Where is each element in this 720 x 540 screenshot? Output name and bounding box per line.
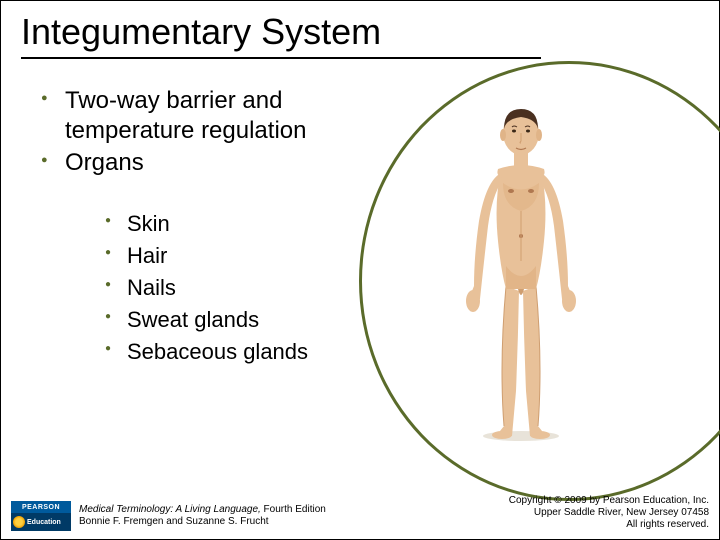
pearson-logo: PEARSON Education [11, 501, 71, 531]
copyright-line1: Copyright © 2009 by Pearson Education, I… [509, 495, 709, 507]
bullet-text: Sebaceous glands [127, 339, 308, 364]
anatomy-figure [446, 91, 596, 441]
bullet-text: Nails [127, 275, 176, 300]
logo-bottom-text: Education [27, 519, 61, 526]
bullet-text: Hair [127, 243, 167, 268]
logo-sun-icon [13, 516, 25, 528]
book-info: Medical Terminology: A Living Language, … [79, 504, 326, 528]
content-area: Two-way barrier and temperature regulati… [41, 86, 411, 369]
copyright-line3: All rights reserved. [509, 519, 709, 531]
bullet-text: Skin [127, 211, 170, 236]
bullet-text: Sweat glands [127, 307, 259, 332]
slide-title: Integumentary System [21, 11, 541, 59]
sub-bullet-1: Skin [105, 208, 411, 240]
logo-brand-top: PEARSON [11, 501, 71, 513]
sub-bullet-3: Nails [105, 272, 411, 304]
copyright-line2: Upper Saddle River, New Jersey 07458 [509, 507, 709, 519]
footer: PEARSON Education Medical Terminology: A… [1, 489, 719, 533]
sub-bullet-4: Sweat glands [105, 304, 411, 336]
sub-bullet-list: Skin Hair Nails Sweat glands Sebaceous g… [105, 208, 411, 367]
book-edition: Fourth Edition [261, 504, 326, 515]
sub-bullet-2: Hair [105, 240, 411, 272]
title-text: Integumentary System [21, 11, 381, 52]
book-title: Medical Terminology: A Living Language, [79, 504, 261, 515]
bullet-text: Organs [65, 149, 144, 176]
main-bullet-2: Organs Skin Hair Nails Sweat glands Seba… [41, 148, 411, 367]
copyright: Copyright © 2009 by Pearson Education, I… [509, 495, 709, 531]
main-bullet-list: Two-way barrier and temperature regulati… [41, 86, 411, 367]
main-bullet-1: Two-way barrier and temperature regulati… [41, 86, 411, 146]
authors: Bonnie F. Fremgen and Suzanne S. Frucht [79, 516, 326, 528]
sub-bullet-5: Sebaceous glands [105, 336, 411, 368]
book-title-line: Medical Terminology: A Living Language, … [79, 504, 326, 516]
footer-left: PEARSON Education Medical Terminology: A… [11, 501, 326, 531]
logo-brand-bottom: Education [11, 513, 71, 531]
slide: Integumentary System Two-way barrier and… [0, 0, 720, 540]
human-body-icon [446, 91, 596, 441]
bullet-text: Two-way barrier and temperature regulati… [65, 87, 306, 144]
